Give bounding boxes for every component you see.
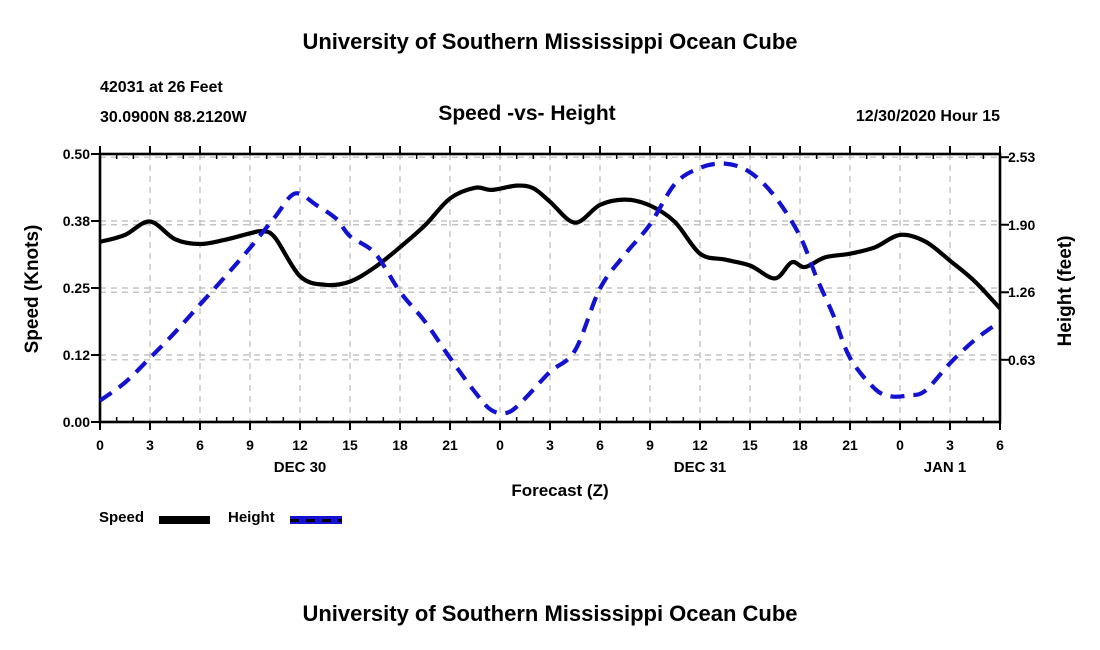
speed-axis-title: Speed (Knots) — [22, 224, 43, 354]
speed-curve — [99, 183, 1002, 310]
plot-frame — [98, 152, 1002, 424]
legend-speed-line-swatch — [159, 516, 210, 524]
station-coords-line: 30.0900N 88.2120W — [100, 109, 247, 126]
footer-title: University of Southern Mississippi Ocean… — [302, 601, 798, 626]
height-axis-title: Height (feet) — [1055, 235, 1076, 347]
height-curve — [98, 161, 1002, 416]
station-id-line: 42031 at 26 Feet — [100, 79, 223, 96]
chart-title: Speed -vs- Height — [438, 102, 616, 125]
page-title: University of Southern Mississippi Ocean… — [302, 29, 798, 54]
legend-height-line-swatch — [290, 516, 342, 524]
datetime-label: 12/30/2020 Hour 15 — [855, 108, 1000, 125]
chart-canvas — [91, 146, 1009, 430]
forecast-axis-title: Forecast (Z) — [511, 481, 609, 500]
legend-speed-label: Speed — [99, 509, 145, 526]
legend-height-label: Height — [228, 509, 275, 526]
